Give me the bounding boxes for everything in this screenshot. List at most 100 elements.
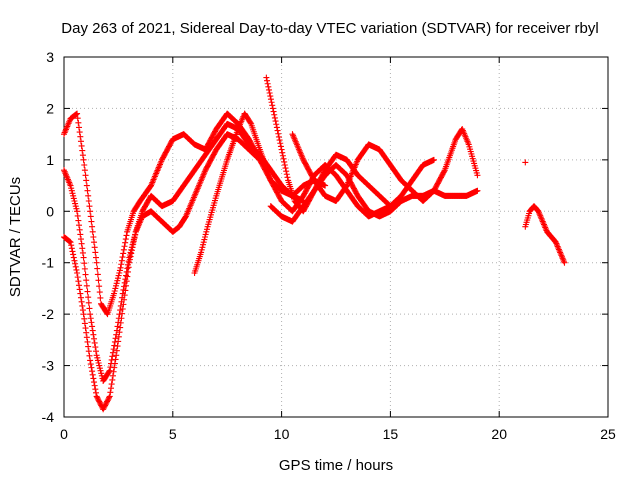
data-point-marker: [77, 231, 84, 238]
data-point-marker: [100, 406, 107, 413]
data-point-marker: [92, 386, 99, 393]
data-point-marker: [264, 77, 271, 84]
data-point-marker: [474, 172, 481, 179]
data-point-marker: [130, 241, 137, 248]
data-point-marker: [113, 280, 120, 287]
data-point-marker: [88, 218, 95, 225]
data-point-marker: [91, 239, 98, 246]
data-point-marker: [76, 129, 83, 136]
data-point-marker: [108, 381, 115, 388]
data-point-marker: [124, 268, 131, 275]
data-point-marker: [76, 222, 83, 229]
data-point-marker: [198, 246, 205, 253]
series-arc-3: [61, 131, 263, 413]
data-point-marker: [113, 347, 120, 354]
data-point-marker: [81, 162, 88, 168]
data-point-marker: [93, 393, 100, 400]
data-point-marker: [122, 236, 129, 243]
data-point-marker: [281, 162, 288, 168]
data-point-marker: [86, 203, 93, 210]
data-point-marker: [78, 240, 85, 247]
data-point-marker: [123, 232, 130, 239]
data-point-marker: [115, 333, 122, 340]
data-point-marker: [83, 329, 90, 336]
data-point-marker: [117, 319, 124, 326]
data-point-marker: [90, 234, 97, 240]
data-point-marker: [100, 405, 107, 411]
data-point-marker: [103, 399, 110, 406]
data-point-marker: [83, 282, 90, 289]
data-point-marker: [75, 119, 82, 126]
data-point-marker: [561, 259, 568, 266]
plot-frame: [63, 56, 609, 418]
data-point-marker: [94, 394, 101, 401]
data-point-marker: [73, 266, 80, 273]
data-point-marker: [271, 111, 278, 118]
data-point-marker: [112, 335, 119, 342]
data-point-marker: [87, 213, 94, 220]
data-point-marker: [203, 226, 210, 233]
data-point-marker: [109, 372, 116, 379]
data-point-marker: [131, 235, 138, 242]
data-point-marker: [67, 182, 74, 189]
data-point-marker: [121, 292, 128, 299]
data-point-marker: [121, 296, 128, 303]
data-point-marker: [83, 177, 90, 184]
data-point-marker: [96, 362, 103, 369]
data-point-marker: [69, 190, 76, 197]
data-point-marker: [68, 187, 75, 194]
data-point-marker: [106, 367, 113, 374]
data-point-marker: [201, 236, 208, 243]
data-point-marker: [78, 298, 85, 305]
grid-lines: [64, 57, 608, 417]
data-point-marker: [73, 205, 80, 212]
data-point-marker: [283, 171, 290, 178]
x-tick-labels: 0 5 10 15 20 25: [60, 426, 616, 442]
data-point-marker: [120, 246, 127, 253]
data-point-marker: [119, 310, 126, 317]
data-point-marker: [116, 267, 123, 274]
data-point-marker: [121, 243, 128, 250]
data-point-marker: [111, 364, 118, 371]
data-point-marker: [275, 130, 282, 137]
data-point-marker: [117, 264, 124, 271]
data-point-marker: [269, 102, 276, 109]
data-point-marker: [273, 124, 280, 131]
data-point-marker: [85, 343, 92, 350]
data-point-marker: [87, 357, 94, 364]
data-point-marker: [202, 234, 209, 240]
data-point-marker: [80, 156, 87, 163]
y-tick-label: 3: [46, 49, 54, 65]
x-tick-label: 20: [491, 426, 507, 442]
data-point-marker: [117, 324, 124, 331]
series-arc-4: [191, 110, 437, 276]
data-point-marker: [111, 288, 118, 294]
data-point-marker: [74, 212, 81, 219]
data-point-marker: [130, 238, 137, 245]
data-point-marker: [441, 168, 448, 175]
series-arc-1: [61, 110, 329, 318]
x-tick-label: 0: [60, 426, 68, 442]
data-point-marker: [79, 245, 86, 252]
data-point-marker: [126, 259, 133, 266]
data-point-marker: [127, 253, 134, 260]
data-point-marker: [112, 285, 119, 292]
data-point-marker: [89, 371, 96, 378]
data-point-marker: [268, 99, 275, 106]
data-point-marker: [83, 182, 90, 189]
y-tick-label: 2: [46, 100, 54, 116]
data-point-marker: [68, 245, 75, 252]
data-point-marker: [102, 401, 109, 408]
data-point-marker: [97, 367, 104, 374]
data-point-marker: [115, 338, 122, 345]
data-point-marker: [256, 156, 263, 163]
data-point-marker: [124, 265, 131, 272]
data-point-marker: [123, 272, 130, 279]
data-point-marker: [109, 353, 116, 360]
data-point-marker: [101, 403, 108, 410]
data-point-marker: [77, 290, 84, 297]
data-point-marker: [80, 254, 87, 261]
data-point-marker: [69, 248, 76, 255]
data-point-marker: [118, 257, 125, 264]
data-point-marker: [203, 228, 210, 235]
